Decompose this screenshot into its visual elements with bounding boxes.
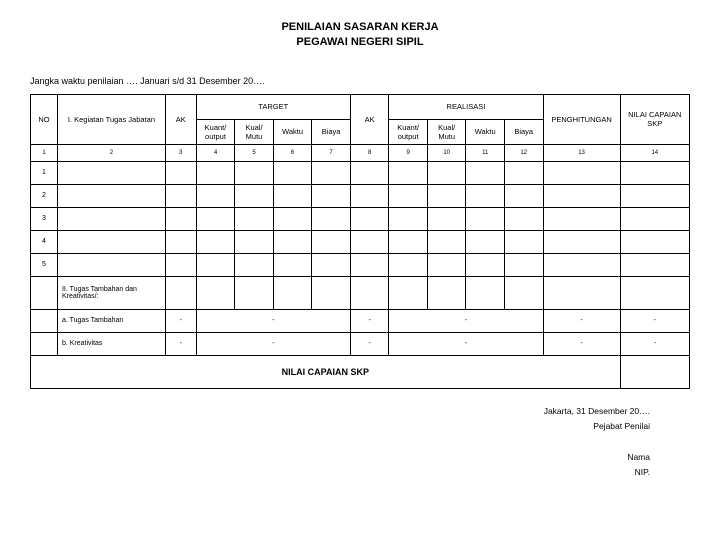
section2-label: II. Tugas Tambahan dan Kreativitas/: [57, 276, 165, 309]
colnum: 8 [350, 144, 389, 161]
footer-role: Pejabat Penilai [30, 419, 650, 434]
assessment-table: NO I. Kegiatan Tugas Jabatan AK TARGET A… [30, 94, 690, 389]
header-kegiatan: I. Kegiatan Tugas Jabatan [57, 94, 165, 144]
footer-place: Jakarta, 31 Desember 20…. [30, 404, 650, 419]
header-r-waktu: Waktu [466, 119, 505, 144]
row-num: 2 [31, 184, 58, 207]
colnum: 13 [543, 144, 620, 161]
total-value [620, 355, 689, 388]
header-r-biaya: Biaya [504, 119, 543, 144]
title-line-2: PEGAWAI NEGERI SIPIL [296, 36, 423, 48]
colnum: 4 [196, 144, 235, 161]
header-t-kuant: Kuant/ output [196, 119, 235, 144]
colnum: 9 [389, 144, 428, 161]
sub-a: a. Tugas Tambahan [57, 309, 165, 332]
row-num: 5 [31, 253, 58, 276]
header-r-kual: Kual/ Mutu [427, 119, 466, 144]
header-t-biaya: Biaya [312, 119, 351, 144]
total-label: NILAI CAPAIAN SKP [31, 355, 621, 388]
header-t-waktu: Waktu [273, 119, 312, 144]
colnum: 3 [165, 144, 196, 161]
dash: - [165, 309, 196, 332]
dash: - [620, 309, 689, 332]
dash: - [543, 332, 620, 355]
colnum: 12 [504, 144, 543, 161]
colnum: 14 [620, 144, 689, 161]
cell-empty [31, 276, 58, 309]
dash: - [389, 309, 543, 332]
dash: - [165, 332, 196, 355]
header-t-kual: Kual/ Mutu [235, 119, 274, 144]
row-num: 1 [31, 161, 58, 184]
dash: - [389, 332, 543, 355]
footer-nama: Nama [30, 450, 650, 465]
row-num: 4 [31, 230, 58, 253]
dash: - [350, 309, 389, 332]
dash: - [620, 332, 689, 355]
header-ak2: AK [350, 94, 389, 144]
dash: - [196, 332, 350, 355]
header-target: TARGET [196, 94, 350, 119]
header-nilai: NILAI CAPAIAN SKP [620, 94, 689, 144]
document-title: PENILAIAN SASARAN KERJA PEGAWAI NEGERI S… [30, 20, 690, 51]
header-realisasi: REALISASI [389, 94, 543, 119]
header-ak: AK [165, 94, 196, 144]
header-r-kuant: Kuant/ output [389, 119, 428, 144]
colnum: 10 [427, 144, 466, 161]
footer-nip: NIP. [30, 465, 650, 480]
header-no: NO [31, 94, 58, 144]
dash: - [350, 332, 389, 355]
colnum: 7 [312, 144, 351, 161]
header-penghitungan: PENGHITUNGAN [543, 94, 620, 144]
title-line-1: PENILAIAN SASARAN KERJA [281, 21, 438, 33]
colnum: 11 [466, 144, 505, 161]
sub-b: b. Kreativitas [57, 332, 165, 355]
colnum: 5 [235, 144, 274, 161]
period-text: Jangka waktu penilaian …. Januari s/d 31… [30, 76, 690, 86]
dash: - [196, 309, 350, 332]
row-num: 3 [31, 207, 58, 230]
footer-block: Jakarta, 31 Desember 20…. Pejabat Penila… [30, 404, 690, 480]
colnum: 2 [57, 144, 165, 161]
colnum: 6 [273, 144, 312, 161]
colnum: 1 [31, 144, 58, 161]
dash: - [543, 309, 620, 332]
